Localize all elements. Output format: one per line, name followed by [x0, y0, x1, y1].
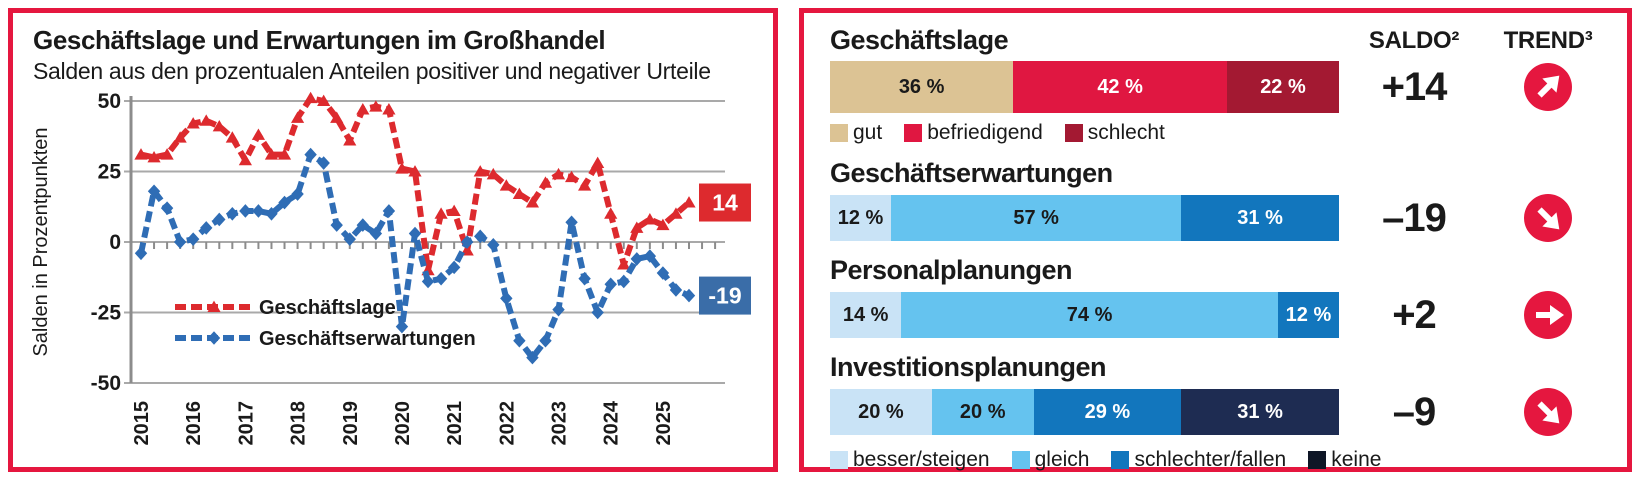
bar-segment: 14 %	[830, 292, 902, 338]
saldo-column-header: SALDO²	[1368, 26, 1460, 54]
summary-row: 12 % 57 % 31 % –19	[830, 194, 1607, 242]
svg-text:-25: -25	[91, 302, 122, 325]
svg-text:0: 0	[109, 231, 121, 254]
summary-header-row: Geschäftslage SALDO² TREND³	[830, 25, 1607, 56]
summary-row: 36 % 42 % 22 % +14	[830, 61, 1607, 113]
trend-down-right-icon	[1489, 388, 1607, 436]
bar-segment: 74 %	[901, 292, 1278, 338]
svg-text:14: 14	[712, 190, 738, 216]
saldo-value: –9	[1392, 389, 1437, 434]
legend-swatch	[830, 451, 848, 469]
legend-item: schlecht	[1064, 121, 1165, 145]
svg-text:-19: -19	[708, 283, 741, 309]
stacked-bar-personalplanungen: 14 % 74 % 12 %	[830, 292, 1339, 338]
legend-label: gleich	[1034, 448, 1090, 471]
stacked-bar-geschaeftserwartungen: 12 % 57 % 31 %	[830, 195, 1339, 241]
summary-panel: Geschäftslage SALDO² TREND³ 36 % 42 % 22 %…	[799, 8, 1632, 472]
trend-down-right-icon	[1489, 194, 1607, 242]
svg-text:2016: 2016	[183, 401, 205, 446]
legend-swatch	[1064, 124, 1083, 142]
bar-segment: 57 %	[891, 195, 1182, 241]
stacked-bar-investitionsplanungen: 20 % 20 % 29 % 31 %	[830, 389, 1339, 435]
row-heading-geschaeftslage: Geschäftslage	[830, 25, 1009, 55]
svg-text:2020: 2020	[392, 401, 414, 446]
chart-subtitle: Salden aus den prozentualen Anteilen pos…	[33, 58, 711, 84]
legend-item: gleich	[1011, 448, 1090, 472]
svg-text:2025: 2025	[653, 401, 675, 446]
trend-column-header: TREND³	[1503, 26, 1593, 54]
row-heading-geschaeftserwartungen: Geschäftserwartungen	[830, 158, 1113, 188]
legend-label: gut	[853, 121, 883, 144]
chart-title: Geschäftslage und Erwartungen im Großhan…	[33, 25, 606, 55]
bar-segment: 12 %	[830, 195, 892, 241]
saldo-value: +2	[1392, 292, 1437, 337]
saldo-value: +14	[1381, 64, 1448, 109]
svg-text:2015: 2015	[131, 401, 153, 446]
svg-text:2023: 2023	[549, 401, 571, 446]
bar-segment: 20 %	[931, 389, 1034, 435]
legend-label: schlechter/fallen	[1134, 448, 1287, 471]
legend-item: schlechter/fallen	[1111, 448, 1286, 472]
svg-text:2018: 2018	[288, 401, 310, 446]
legend-item: befriedigend	[904, 121, 1043, 145]
svg-text:2017: 2017	[235, 401, 257, 446]
svg-text:2022: 2022	[496, 401, 518, 446]
legend-label: befriedigend	[927, 121, 1043, 144]
summary-row: 20 % 20 % 29 % 31 % –9	[830, 388, 1607, 436]
bar-segment: 36 %	[830, 61, 1014, 113]
legend-label: keine	[1331, 448, 1382, 471]
planungen-legend: besser/steigen gleich schlechter/fallen kei…	[830, 448, 1607, 472]
bar-segment: 31 %	[1181, 195, 1339, 241]
line-chart: 50 25 0 -25 -50 Salden in Prozentpunkten 2015 2…	[25, 87, 767, 459]
legend-label: besser/steigen	[853, 448, 990, 471]
svg-text:Geschäftslage: Geschäftslage	[259, 297, 396, 319]
svg-text:Geschäftserwartungen: Geschäftserwartungen	[259, 328, 476, 350]
bar-segment: 22 %	[1227, 61, 1339, 113]
legend-swatch	[904, 124, 923, 142]
legend-item: gut	[830, 121, 882, 145]
bar-segment: 29 %	[1033, 389, 1182, 435]
bar-segment: 31 %	[1181, 389, 1339, 435]
svg-text:2019: 2019	[340, 401, 362, 446]
svg-text:50: 50	[98, 90, 121, 113]
trend-right-icon	[1489, 291, 1607, 339]
legend-item: besser/steigen	[830, 448, 990, 472]
legend-item: keine	[1308, 448, 1381, 472]
bar-segment: 12 %	[1277, 292, 1339, 338]
stacked-bar-geschaeftslage: 36 % 42 % 22 %	[830, 61, 1339, 113]
svg-text:25: 25	[98, 161, 122, 184]
svg-text:-50: -50	[91, 372, 121, 395]
saldo-value: –19	[1382, 195, 1447, 240]
chart-panel: Geschäftslage und Erwartungen im Großhan…	[8, 8, 778, 472]
legend-swatch	[1111, 451, 1130, 469]
row-heading-investitionsplanungen: Investitionsplanungen	[830, 352, 1107, 382]
svg-text:Salden in Prozentpunkten: Salden in Prozentpunkten	[30, 127, 52, 356]
svg-text:2021: 2021	[444, 401, 466, 446]
lage-legend: gut befriedigend schlecht	[830, 121, 1607, 145]
row-heading-personalplanungen: Personalplanungen	[830, 255, 1073, 285]
trend-up-right-icon	[1489, 63, 1607, 111]
summary-row: 14 % 74 % 12 % +2	[830, 291, 1607, 339]
legend-swatch	[1308, 451, 1327, 469]
bar-segment: 20 %	[830, 389, 932, 435]
legend-label: schlecht	[1087, 121, 1165, 144]
bar-segment: 42 %	[1013, 61, 1227, 113]
legend-swatch	[1011, 451, 1030, 469]
legend-swatch	[830, 124, 848, 142]
svg-text:2024: 2024	[601, 400, 623, 445]
